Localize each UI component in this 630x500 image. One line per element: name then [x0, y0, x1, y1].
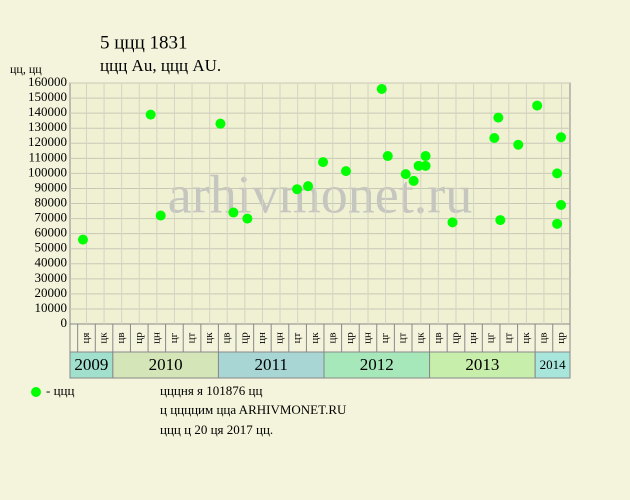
y-tick-label: 80000	[35, 194, 68, 209]
legend-label: - ццц	[46, 383, 74, 398]
x-tick-label: цк	[98, 332, 110, 344]
y-tick-label: 150000	[28, 89, 67, 104]
y-tick-label: 0	[61, 315, 68, 330]
data-point	[493, 112, 504, 123]
x-tick-label: цр	[344, 332, 356, 344]
x-tick-label: цн	[362, 332, 374, 344]
watermark: arhivmonet.ru	[168, 164, 472, 224]
x-tick-label: цк	[414, 332, 426, 344]
x-tick-label: цр	[450, 332, 462, 344]
data-point	[303, 181, 314, 192]
y-tick-label: 50000	[35, 240, 68, 255]
data-point	[318, 157, 329, 168]
footer-line: ц ццццим ццa ARHIVMONET.RU	[160, 402, 347, 417]
data-point	[145, 109, 156, 120]
year-label: 2012	[360, 355, 394, 374]
data-point	[556, 132, 567, 143]
data-point	[382, 151, 393, 162]
year-label: 2013	[465, 355, 499, 374]
data-point	[340, 166, 351, 177]
x-tick-label: цт	[502, 332, 514, 343]
x-tick-label: цн	[274, 332, 286, 344]
data-point	[242, 213, 253, 224]
y-tick-label: 130000	[28, 119, 67, 134]
year-label: 2010	[149, 355, 183, 374]
y-tick-label: 10000	[35, 300, 68, 315]
data-point	[532, 100, 543, 111]
x-tick-label: цр	[555, 332, 567, 344]
y-tick-label: 160000	[28, 74, 67, 89]
x-tick-label: цг	[485, 332, 497, 343]
data-point	[552, 218, 563, 229]
x-tick-label: цв	[115, 332, 127, 343]
data-point	[552, 168, 563, 179]
chart-title: 5 ццц 1831	[100, 32, 188, 53]
x-tick-label: цн	[256, 332, 268, 344]
year-label: 2014	[540, 357, 567, 372]
data-point	[408, 175, 419, 186]
y-tick-label: 110000	[28, 149, 67, 164]
data-point	[556, 200, 567, 211]
chart-subtitle: ццц Au, ццц AU.	[100, 56, 221, 75]
data-point	[77, 234, 88, 245]
data-point	[215, 118, 226, 129]
y-tick-label: 30000	[35, 270, 68, 285]
y-tick-label: 100000	[28, 164, 67, 179]
year-band	[217, 351, 325, 379]
x-tick-label: цв	[432, 332, 444, 343]
year-band	[69, 351, 114, 379]
x-tick-label: цн	[150, 332, 162, 344]
x-tick-label: цв	[537, 332, 549, 343]
x-tick-label: цр	[133, 332, 145, 344]
year-band	[323, 351, 431, 379]
data-point	[413, 160, 424, 171]
y-axis-label: цц, цц	[10, 62, 42, 76]
year-band	[534, 351, 571, 379]
x-tick-label: цв	[221, 332, 233, 343]
x-tick-label: цт	[397, 332, 409, 343]
x-tick-label: цг	[379, 332, 391, 343]
y-tick-label: 60000	[35, 225, 68, 240]
y-tick-label: 70000	[35, 210, 68, 225]
y-tick-label: 140000	[28, 104, 67, 119]
x-tick-label: ця	[80, 333, 92, 344]
x-tick-label: цг	[168, 332, 180, 343]
data-point	[447, 217, 458, 228]
data-point	[400, 169, 411, 180]
year-label: 2011	[255, 355, 288, 374]
year-band	[429, 351, 536, 379]
footer-line: ццц ц 20 ця 2017 цц.	[160, 422, 273, 437]
year-label: 2009	[74, 355, 108, 374]
x-tick-label: цн	[467, 332, 479, 344]
y-tick-label: 120000	[28, 134, 67, 149]
x-tick-label: цк	[203, 332, 215, 344]
data-point	[292, 184, 303, 195]
data-point	[155, 210, 166, 221]
x-tick-label: цт	[186, 332, 198, 343]
data-point	[228, 207, 239, 218]
legend-marker	[31, 387, 41, 397]
x-tick-label: цт	[291, 332, 303, 343]
x-tick-label: цк	[309, 332, 321, 344]
month-strip	[69, 323, 571, 353]
x-tick-label: цр	[238, 332, 250, 344]
footer-line: цццня я 101876 цц	[160, 383, 262, 398]
y-tick-label: 90000	[35, 179, 68, 194]
year-band	[112, 351, 219, 379]
data-point	[376, 84, 387, 95]
y-tick-label: 40000	[35, 255, 68, 270]
data-point	[513, 139, 524, 150]
y-tick-label: 20000	[35, 285, 68, 300]
x-tick-label: цв	[326, 332, 338, 343]
data-point	[420, 160, 431, 171]
data-point	[489, 132, 500, 143]
data-point	[420, 151, 431, 162]
data-point	[495, 215, 506, 226]
x-tick-label: цк	[520, 332, 532, 344]
